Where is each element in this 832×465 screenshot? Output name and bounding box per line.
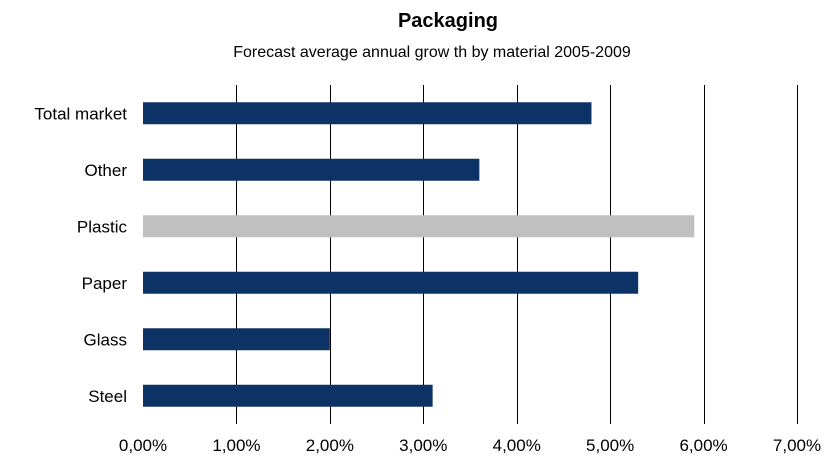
category-label: Total market <box>34 104 127 123</box>
gridlines <box>236 85 798 424</box>
bar-other <box>143 158 480 181</box>
bar-glass <box>143 328 330 351</box>
x-tick-label: 3,00% <box>399 436 447 455</box>
x-tick-label: 5,00% <box>586 436 634 455</box>
x-tick-label: 2,00% <box>306 436 354 455</box>
bars <box>143 102 695 407</box>
x-tick-label: 7,00% <box>773 436 821 455</box>
x-tick-label: 6,00% <box>679 436 727 455</box>
x-tick-label: 0,00% <box>119 436 167 455</box>
bar-total-market <box>143 102 592 125</box>
bar-paper <box>143 271 639 294</box>
category-label: Glass <box>84 330 127 349</box>
chart-subtitle: Forecast average annual grow th by mater… <box>233 44 631 61</box>
category-label: Plastic <box>77 217 128 236</box>
chart-title: Packaging <box>398 10 498 32</box>
bar-steel <box>143 384 433 407</box>
x-tick-label: 1,00% <box>212 436 260 455</box>
x-tick-label: 4,00% <box>493 436 541 455</box>
category-label: Paper <box>82 274 128 293</box>
bar-plastic <box>143 215 695 238</box>
category-label: Other <box>84 161 127 180</box>
category-label: Steel <box>88 387 127 406</box>
x-tick-labels: 0,00% 1,00% 2,00% 3,00% 4,00% 5,00% 6,00% 7,00% <box>119 436 821 455</box>
category-labels: Total market Other Plastic Paper Glass Steel <box>34 104 127 406</box>
